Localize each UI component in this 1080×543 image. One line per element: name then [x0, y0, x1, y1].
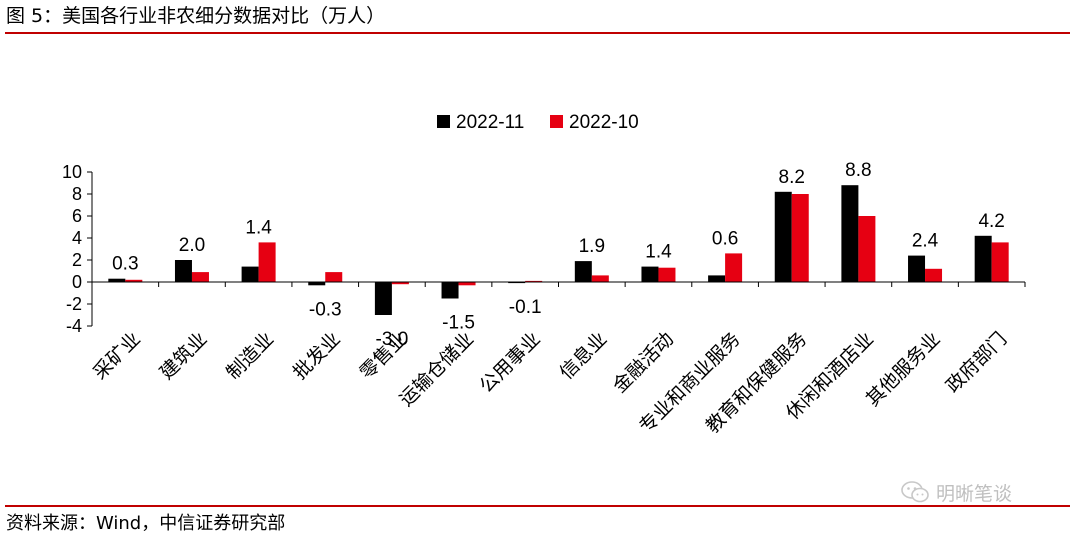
wechat-icon	[901, 481, 929, 503]
bar-2022-11	[774, 191, 792, 282]
bar-2022-11	[641, 266, 659, 282]
data-label: 8.2	[779, 167, 805, 188]
bar-2022-11	[241, 266, 259, 282]
legend-swatch	[437, 115, 450, 128]
bar-2022-10	[925, 268, 943, 282]
x-tick-label: 政府部门	[942, 328, 1011, 397]
bar-2022-11	[974, 235, 992, 282]
y-tick-label: 0	[72, 272, 82, 292]
bar-2022-10	[125, 279, 143, 282]
watermark: 明晰笔谈	[900, 478, 1012, 506]
bar-2022-11	[574, 261, 592, 282]
data-label: 1.4	[645, 242, 672, 263]
y-tick-label: 8	[72, 184, 82, 204]
x-tick-label: 公用事业	[475, 328, 544, 397]
bar-2022-10	[391, 282, 409, 285]
data-label: 1.9	[579, 236, 605, 257]
bar-2022-10	[458, 282, 476, 286]
bar-2022-10	[991, 242, 1009, 282]
bar-2022-10	[725, 253, 743, 282]
data-label: 1.4	[245, 217, 272, 238]
bars	[108, 185, 1009, 315]
x-tick-label: 批发业	[289, 328, 345, 384]
data-label: -0.3	[309, 299, 342, 320]
data-label: -3.0	[376, 329, 409, 350]
data-label: 8.8	[845, 160, 871, 181]
data-label: 0.3	[112, 254, 138, 275]
bar-2022-11	[508, 282, 526, 284]
data-label: 2.0	[179, 235, 205, 256]
data-label: 0.6	[712, 228, 738, 249]
data-label: 4.2	[978, 211, 1004, 232]
figure-title: 图 5：美国各行业非农细分数据对比（万人）	[6, 5, 386, 27]
x-tick-label: 信息业	[555, 328, 611, 384]
title-rule	[5, 32, 1070, 34]
legend-label: 2022-10	[569, 112, 639, 133]
bar-2022-11	[841, 185, 859, 282]
bar-2022-11	[441, 282, 459, 299]
legend-label: 2022-11	[456, 112, 524, 133]
bar-2022-10	[658, 267, 676, 282]
bar-2022-11	[108, 278, 126, 282]
data-label: 2.4	[912, 231, 939, 252]
bar-2022-10	[791, 194, 809, 282]
bar-2022-11	[308, 282, 326, 286]
source-note: 资料来源：Wind，中信证券研究部	[6, 513, 286, 534]
source-rule	[5, 505, 1070, 507]
chart-legend: 2022-11 2022-10	[437, 112, 639, 133]
bar-2022-10	[525, 280, 543, 282]
bar-2022-10	[191, 272, 209, 282]
x-tick-label: 制造业	[222, 328, 278, 384]
y-tick-label: -4	[66, 316, 82, 336]
watermark-text: 明晰笔谈	[936, 482, 1013, 505]
y-tick-label: -2	[66, 294, 82, 314]
bar-2022-10	[858, 216, 876, 282]
data-labels: 0.3 2.0 1.4 -0.3 -3.0 -1.5 -0.1 1.9 1.4 0.6 8.2 8.8…	[112, 160, 1005, 350]
x-tick-label: 采矿业	[89, 328, 145, 384]
bar-2022-10	[258, 242, 276, 282]
data-label: -0.1	[509, 297, 542, 318]
y-tick-label: 6	[72, 206, 82, 226]
bar-2022-11	[174, 260, 192, 282]
bar-2022-11	[908, 255, 926, 282]
x-tick-label: 金融活动	[609, 328, 678, 397]
legend-swatch	[550, 115, 563, 128]
bar-2022-11	[708, 275, 726, 282]
y-tick-label: 10	[62, 162, 82, 182]
x-tick-label: 建筑业	[156, 328, 212, 384]
bar-2022-10	[591, 275, 609, 282]
bar-2022-11	[374, 282, 392, 315]
bar-2022-10	[325, 272, 343, 282]
data-label: -1.5	[442, 313, 475, 334]
y-tick-label: 4	[72, 228, 82, 248]
y-tick-label: 2	[72, 250, 82, 270]
